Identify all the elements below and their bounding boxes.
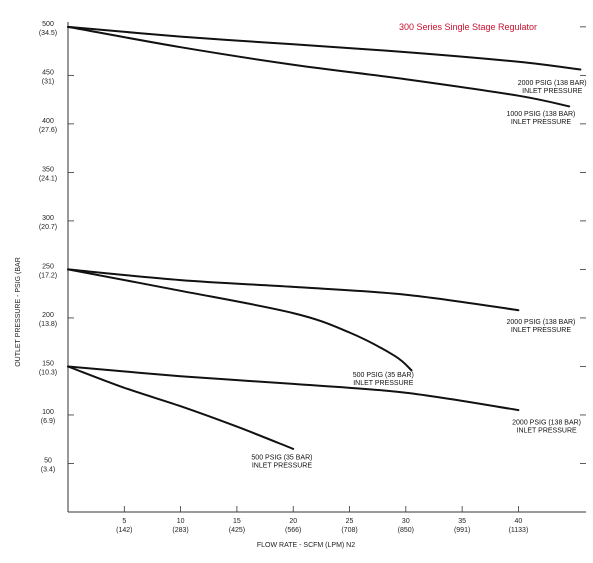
- y-tick-label: 450: [42, 69, 54, 76]
- x-tick-sublabel: (708): [341, 527, 357, 534]
- y-tick-label: 50: [44, 457, 52, 464]
- x-tick-label: 15: [233, 518, 241, 525]
- x-tick-label: 10: [177, 518, 185, 525]
- axis-ticks: 50 (3.4) 100 (6.9) 150 (10.3) 200 (13.8) 250 (17.…: [39, 21, 586, 534]
- y-tick-label: 350: [42, 166, 54, 173]
- curve-annotation-label: INLET PRESSURE: [353, 380, 413, 387]
- x-tick-sublabel: (566): [285, 527, 301, 534]
- y-tick-sublabel: (27.6): [39, 127, 57, 134]
- curve-annotation-label: INLET PRESSURE: [252, 463, 312, 470]
- x-tick-label: 20: [289, 518, 297, 525]
- series-line-6: [67, 365, 295, 450]
- y-tick-label: 250: [42, 263, 54, 270]
- y-tick-label: 400: [42, 118, 54, 125]
- y-tick-label: 100: [42, 409, 54, 416]
- series-line-2: [67, 25, 571, 108]
- x-tick-label: 40: [515, 518, 523, 525]
- x-tick-label: 35: [458, 518, 466, 525]
- x-axis-title: FLOW RATE - SCFM (LPM) N2: [257, 542, 355, 549]
- curve-annotation-label: 2000 PSIG (138 BAR): [518, 80, 587, 87]
- y-tick-sublabel: (24.1): [39, 175, 57, 182]
- x-tick-label: 5: [122, 518, 126, 525]
- plot-frame: [67, 22, 586, 513]
- chart-title: 300 Series Single Stage Regulator: [399, 22, 537, 32]
- y-tick-label: 150: [42, 360, 54, 367]
- x-tick-sublabel: (283): [172, 527, 188, 534]
- curve-annotation-label: 1000 PSIG (138 BAR): [507, 111, 576, 118]
- series-line-1: [67, 25, 582, 71]
- curve-annotation-label: 2000 PSIG (138 BAR): [512, 420, 581, 427]
- series-lines: [67, 25, 582, 450]
- y-tick-label: 200: [42, 312, 54, 319]
- x-tick-sublabel: (425): [229, 527, 245, 534]
- y-tick-sublabel: (3.4): [41, 466, 55, 473]
- curve-annotation-label: INLET PRESSURE: [511, 327, 571, 334]
- y-tick-sublabel: (17.2): [39, 272, 57, 279]
- x-tick-sublabel: (1133): [509, 527, 529, 534]
- y-tick-sublabel: (31): [42, 78, 54, 85]
- y-axis-title: OUTLET PRESSURE - PSIG (BAR: [15, 257, 22, 367]
- x-tick-sublabel: (991): [454, 527, 470, 534]
- y-tick-sublabel: (10.3): [39, 369, 57, 376]
- y-tick-label: 500: [42, 21, 54, 28]
- series-line-3: [67, 268, 520, 312]
- x-tick-label: 25: [346, 518, 354, 525]
- y-tick-label: 300: [42, 215, 54, 222]
- curve-annotation-label: 500 PSIG (35 BAR): [251, 455, 312, 462]
- curve-annotation-label: 500 PSIG (35 BAR): [353, 372, 414, 379]
- curve-annotation-label: INLET PRESSURE: [511, 119, 571, 126]
- curve-annotation-label: INLET PRESSURE: [522, 88, 582, 95]
- y-tick-sublabel: (6.9): [41, 418, 55, 425]
- x-tick-label: 30: [402, 518, 410, 525]
- series-line-4: [67, 268, 413, 372]
- series-line-5: [67, 365, 520, 412]
- curve-annotation-label: INLET PRESSURE: [517, 428, 577, 435]
- x-tick-sublabel: (850): [398, 527, 414, 534]
- y-tick-sublabel: (20.7): [39, 224, 57, 231]
- curve-annotation-label: 2000 PSIG (138 BAR): [507, 319, 576, 326]
- y-tick-sublabel: (34.5): [39, 30, 57, 37]
- x-tick-sublabel: (142): [116, 527, 132, 534]
- y-tick-sublabel: (13.8): [39, 321, 57, 328]
